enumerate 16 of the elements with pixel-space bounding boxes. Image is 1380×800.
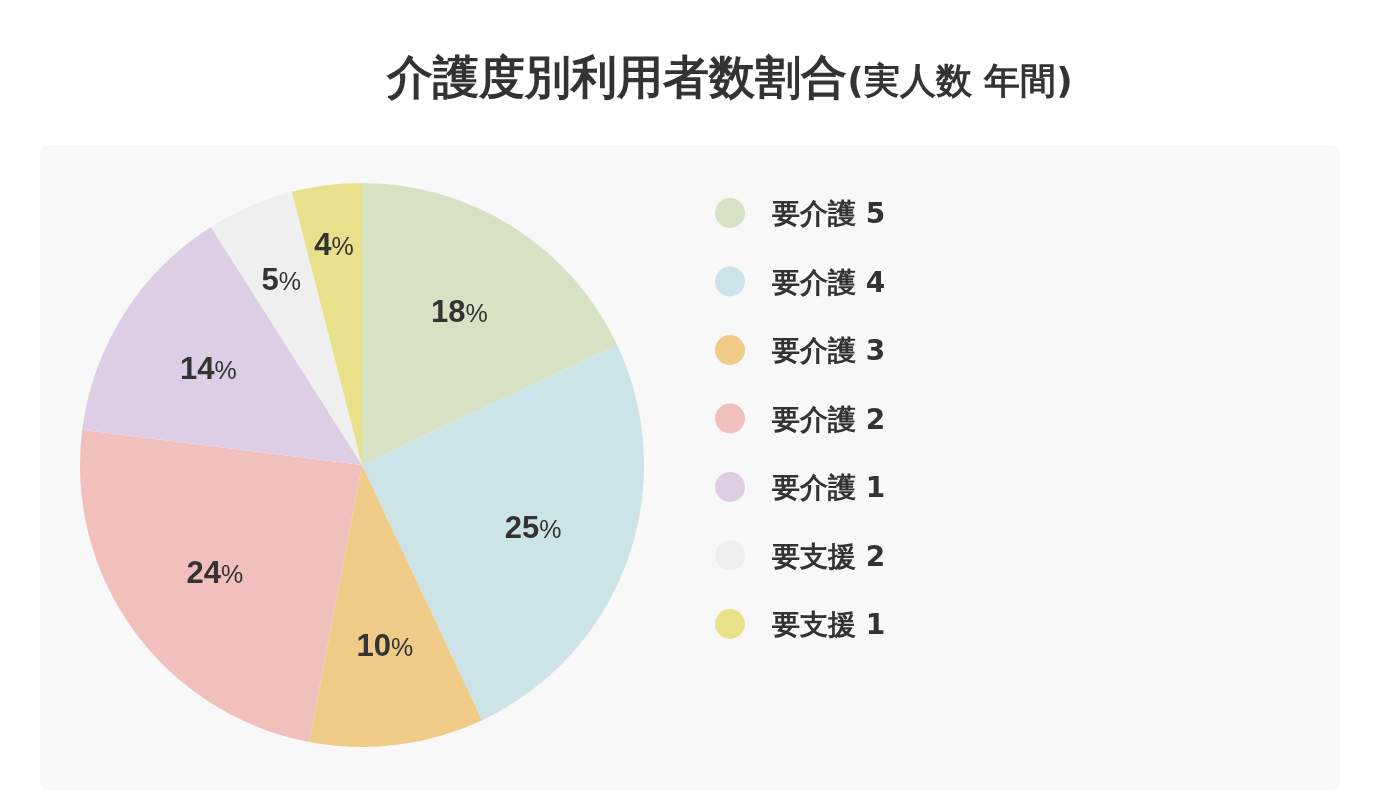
legend-label: 要介護 4	[771, 265, 886, 299]
legend-label: 要支援 1	[771, 608, 886, 641]
legend-label: 要支援 2	[771, 539, 886, 573]
data-label: 5%	[261, 261, 302, 297]
data-label: 10%	[356, 628, 414, 664]
data-label: 4%	[314, 226, 354, 262]
legend-label: 要介護 3	[771, 334, 886, 367]
text: (実人数 年間)	[847, 60, 1073, 101]
legend-label: 要介護 2	[771, 402, 886, 436]
data-label: 14%	[180, 350, 237, 386]
data-label: 25%	[504, 509, 562, 545]
legend-label: 要介護 1	[771, 471, 886, 504]
data-label: 18%	[431, 294, 488, 330]
data-label: 24%	[186, 554, 244, 590]
chart-title: 介護度別利用者数割合	[386, 50, 848, 104]
legend-label: 要介護 5	[771, 197, 886, 230]
